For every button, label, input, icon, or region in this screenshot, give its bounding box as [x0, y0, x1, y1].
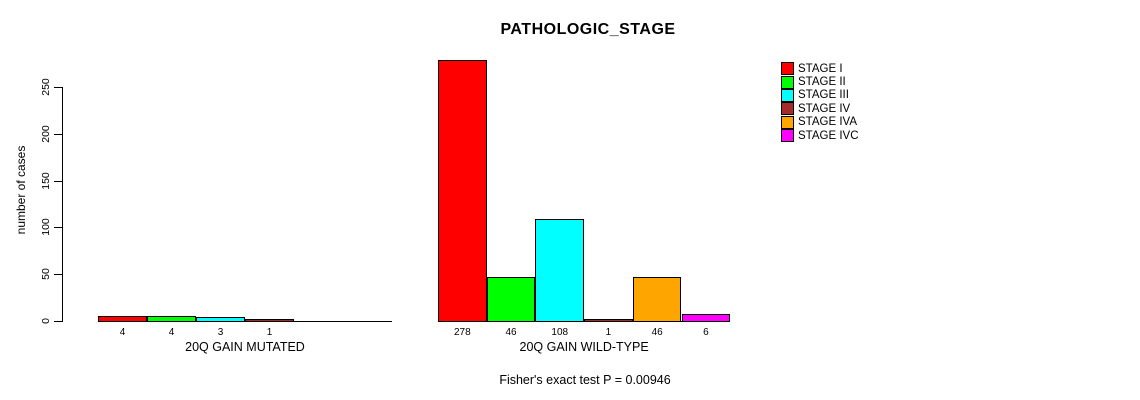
legend: STAGE I STAGE II STAGE III STAGE IV STAGE IV…: [781, 62, 859, 143]
y-tick-mark: [54, 87, 62, 88]
legend-label: STAGE IVC: [798, 129, 859, 142]
bar-stage-iva: [632, 277, 682, 322]
bar-stage-i: [438, 60, 487, 322]
legend-item: STAGE IVC: [781, 129, 859, 143]
y-tick-label: 50: [40, 268, 52, 281]
bar-value-label: 4: [119, 327, 126, 338]
legend-swatch: [781, 115, 794, 129]
bar-stage-ivc: [681, 314, 731, 322]
legend-label: STAGE IV: [798, 102, 851, 115]
fisher-test-annotation: Fisher's exact test P = 0.00946: [499, 373, 671, 387]
legend-item: STAGE IV: [781, 102, 859, 116]
bar-stage-iv: [584, 319, 633, 322]
y-tick-label: 0: [40, 318, 52, 324]
y-tick-label: 200: [40, 125, 52, 143]
legend-label: STAGE IVA: [798, 116, 858, 129]
legend-label: STAGE I: [798, 62, 843, 75]
legend-swatch: [781, 88, 794, 102]
y-tick-mark: [54, 274, 62, 276]
bar-stage-iii: [535, 219, 585, 322]
bar-value-label: 46: [505, 327, 517, 338]
y-axis-line: [62, 87, 63, 322]
y-tick-mark: [54, 180, 62, 182]
bar-value-label: 3: [217, 327, 224, 338]
bar-value-label: 278: [454, 327, 471, 338]
bar-value-label: 1: [266, 327, 273, 338]
legend-label: STAGE II: [798, 76, 846, 89]
bar-stage-iv: [245, 319, 294, 322]
legend-item: STAGE I: [781, 62, 859, 76]
y-tick-label: 250: [40, 78, 52, 96]
y-tick-mark: [54, 133, 62, 135]
x-axis-group-label: 20Q GAIN WILD-TYPE: [519, 340, 649, 354]
x-axis-group-label: 20Q GAIN MUTATED: [185, 340, 305, 354]
bar-stage-ii: [147, 316, 196, 322]
legend-swatch: [781, 75, 794, 89]
bar-value-label: 46: [651, 327, 663, 338]
chart-title: PATHOLOGIC_STAGE: [500, 21, 676, 38]
bar-value-label: 1: [605, 327, 612, 338]
legend-label: STAGE III: [798, 89, 849, 102]
bar-value-label: 4: [168, 327, 175, 338]
y-axis-title: number of cases: [14, 145, 28, 235]
bar-value-label: 108: [551, 327, 569, 338]
y-tick-label: 100: [40, 218, 52, 237]
legend-swatch: [781, 62, 794, 76]
legend-item: STAGE II: [781, 75, 859, 89]
bar-value-label: 6: [703, 327, 709, 338]
legend-item: STAGE IVA: [781, 115, 859, 129]
legend-item: STAGE III: [781, 88, 859, 102]
legend-swatch: [781, 102, 794, 116]
y-tick-mark: [54, 321, 62, 322]
bar-stage-iii: [196, 317, 245, 322]
bar-stage-i: [98, 316, 147, 322]
y-tick-label: 150: [40, 171, 52, 190]
y-tick-mark: [54, 227, 62, 229]
legend-swatch: [781, 129, 794, 143]
bar-stage-ii: [486, 277, 536, 322]
